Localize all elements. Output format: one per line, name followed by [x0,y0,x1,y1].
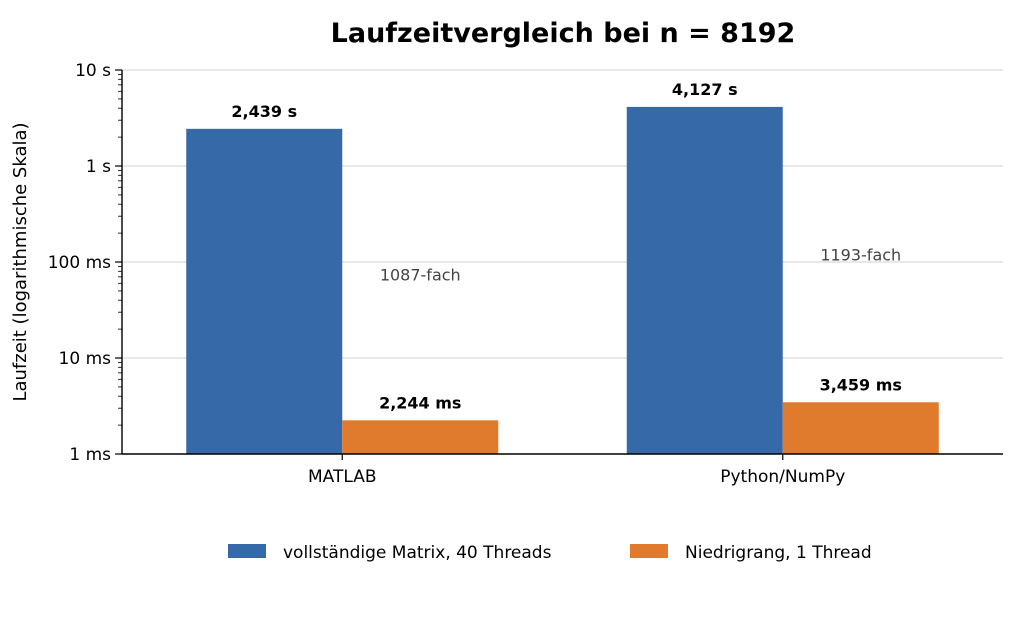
bar-value-label: 2,439 s [231,102,297,121]
legend-label: vollständige Matrix, 40 Threads [283,543,552,563]
labels: 2,439 s 2,244 ms 1087-fach 4,127 s 3,459 ms 1… [231,80,902,412]
bars [186,106,939,454]
y-tick-label: 10 s [75,61,111,81]
bar [626,106,783,454]
legend: vollständige Matrix, 40 Threads Niedrigra… [228,543,872,563]
axes: 10 s 1 s 100 ms 10 ms 1 ms MATLAB Python/NumPy [48,61,1003,487]
y-axis-label: Laufzeit (logarithmische Skala) [10,122,31,401]
chart-title: Laufzeitvergleich bei n = 8192 [331,18,796,49]
bar-value-label: 4,127 s [672,80,738,99]
x-tick-label: MATLAB [308,467,377,487]
y-tick-label: 1 ms [69,445,111,465]
y-tick-label: 1 s [86,157,111,177]
speedup-annotation: 1193-fach [820,246,901,265]
speedup-annotation: 1087-fach [380,266,461,285]
legend-swatch [630,544,668,558]
y-tick-label: 100 ms [48,253,111,273]
legend-label: Niedrigrang, 1 Thread [685,543,872,563]
bar-value-label: 2,244 ms [379,393,461,412]
legend-swatch [228,544,266,558]
bar [342,420,499,454]
bar-value-label: 3,459 ms [820,375,902,394]
x-tick-label: Python/NumPy [720,467,845,487]
bar [186,128,343,454]
y-tick-label: 10 ms [59,349,112,369]
bar [782,402,939,454]
